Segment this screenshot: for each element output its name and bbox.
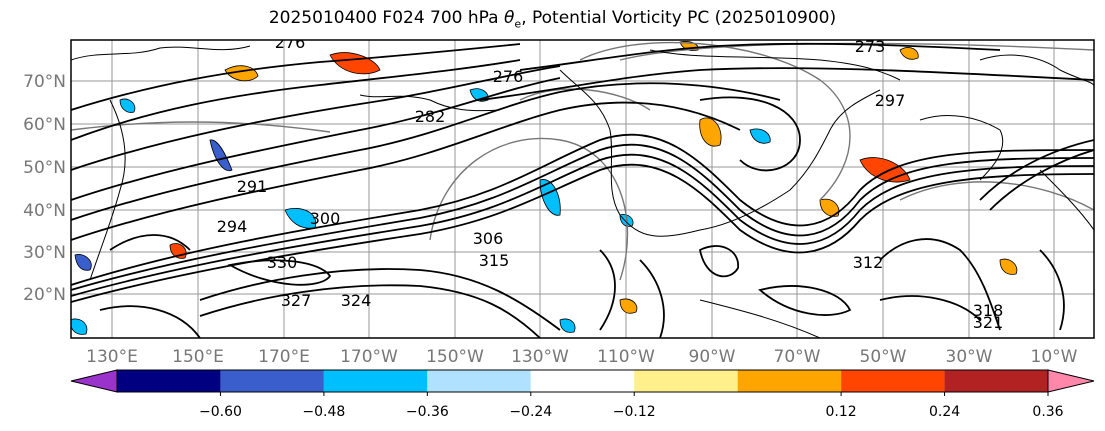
colorbar-tick-label: −0.60 xyxy=(199,404,242,420)
longitude-grid xyxy=(111,40,1055,338)
colorbar-tick-label: −0.12 xyxy=(613,404,656,420)
longitude-label: 50°W xyxy=(860,347,907,367)
contour-label: 312 xyxy=(853,253,884,272)
latitude-label: 40°N xyxy=(23,201,66,221)
colorbar-tick-label: 0.36 xyxy=(1032,404,1063,420)
map-plot-area: 276 273 276 282 294 300 306 315 330 327 324 312 3183… xyxy=(71,33,1094,338)
latitude-label: 20°N xyxy=(23,285,66,305)
contour-label: 273 xyxy=(855,37,886,56)
colorbar-tick-label: 0.12 xyxy=(826,404,857,420)
colorbar xyxy=(70,369,1095,393)
latitude-label: 70°N xyxy=(23,72,66,92)
contour-label: 291 xyxy=(237,177,268,196)
contour-label: 321 xyxy=(973,313,1004,332)
colorbar-swatch xyxy=(427,370,531,392)
contour-label: 276 xyxy=(493,67,524,86)
contour-label: 276 xyxy=(275,33,306,52)
contour-labels: 276 273 276 282 294 300 306 315 330 327 324 312 3183… xyxy=(217,33,1004,332)
colorbar-tick-label: −0.24 xyxy=(509,404,552,420)
longitude-label: 150°W xyxy=(426,347,484,367)
contour-label: 297 xyxy=(875,91,906,110)
longitude-labels: 130°E 150°E 170°E 170°W 150°W 130°W 110°W 90°W 7… xyxy=(86,347,1078,367)
coastlines xyxy=(71,45,1094,338)
contour-label: 330 xyxy=(267,253,298,272)
latitude-label: 50°N xyxy=(23,158,66,178)
colorbar-max-extension xyxy=(1047,369,1095,393)
colorbar-swatch xyxy=(323,370,428,392)
contour-label: 315 xyxy=(479,251,510,270)
contour-label: 294 xyxy=(217,217,248,236)
contour-label: 306 xyxy=(473,229,504,248)
colorbar-tick-labels: −0.60−0.48−0.36−0.24−0.120.120.240.360.4… xyxy=(199,392,1064,420)
contour-label: 324 xyxy=(341,291,372,310)
longitude-label: 170°E xyxy=(258,347,310,367)
longitude-label: 70°W xyxy=(774,347,821,367)
contour-label: 318 xyxy=(973,301,1004,320)
longitude-label: 30°W xyxy=(946,347,993,367)
longitude-label: 90°W xyxy=(689,347,736,367)
theta-e-contours xyxy=(71,42,1094,338)
contour-label: 327 xyxy=(281,291,312,310)
colorbar-min-extension xyxy=(70,369,118,393)
latitude-label: 30°N xyxy=(23,243,66,263)
longitude-label: 170°W xyxy=(340,347,398,367)
longitude-label: 10°W xyxy=(1031,347,1078,367)
latitude-labels: 70°N 60°N 50°N 40°N 30°N 20°N xyxy=(23,72,66,305)
graticule xyxy=(71,80,1094,295)
colorbar-swatch xyxy=(944,370,1048,392)
longitude-label: 130°W xyxy=(511,347,569,367)
longitude-label: 150°E xyxy=(172,347,224,367)
colorbar-swatch xyxy=(634,370,738,392)
longitude-label: 110°W xyxy=(597,347,655,367)
colorbar-tick-label: −0.36 xyxy=(406,404,449,420)
colorbar-swatch xyxy=(117,370,221,392)
longitude-label: 130°E xyxy=(86,347,138,367)
contour-label: 282 xyxy=(415,107,446,126)
latitude-label: 60°N xyxy=(23,115,66,135)
colorbar-swatch xyxy=(841,370,945,392)
map-title: 2025010400 F024 700 hPa θe, Potential Vo… xyxy=(268,8,837,31)
colorbar-swatch xyxy=(220,370,324,392)
contour-label: 300 xyxy=(310,209,341,228)
colorbar-tick-label: −0.48 xyxy=(302,404,345,420)
colorbar-swatch xyxy=(530,370,635,392)
colorbar-tick-label: 0.24 xyxy=(929,404,960,420)
colorbar-swatch xyxy=(737,370,842,392)
map-frame xyxy=(70,39,1095,339)
